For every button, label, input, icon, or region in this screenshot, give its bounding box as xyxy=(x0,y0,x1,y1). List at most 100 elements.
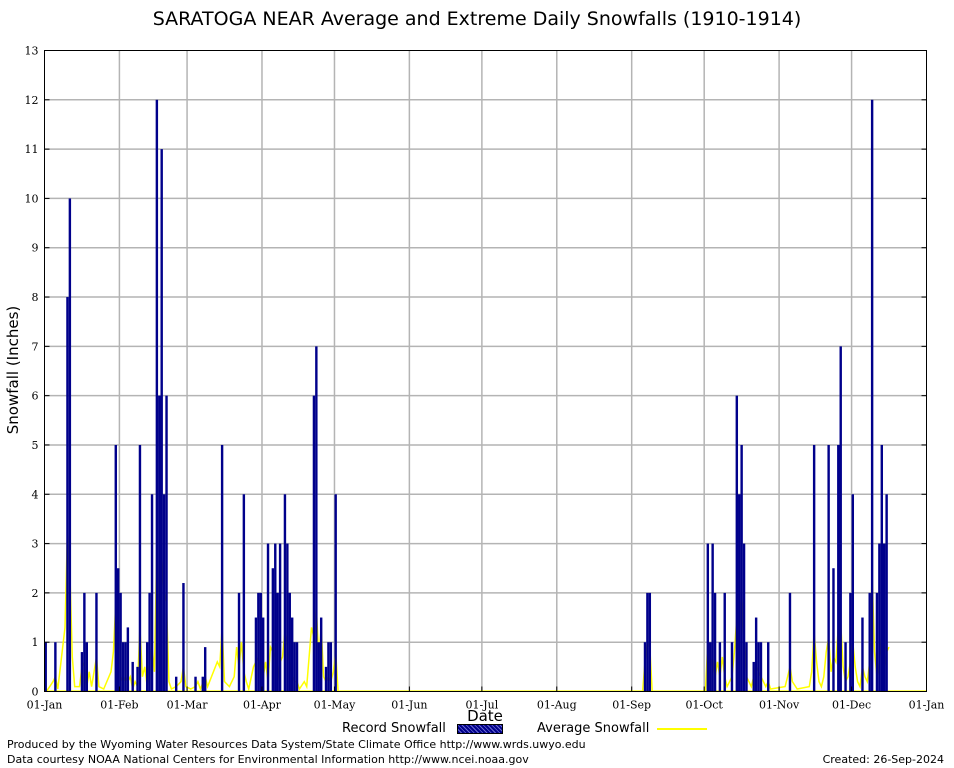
record-bar xyxy=(334,494,337,692)
x-tick-label: 01-Jan xyxy=(909,699,945,712)
record-bar xyxy=(254,617,258,692)
record-bar xyxy=(757,642,760,692)
record-bar xyxy=(643,642,647,692)
record-bar xyxy=(283,494,287,692)
record-bar xyxy=(752,661,755,692)
record-bar xyxy=(162,494,166,692)
record-bar xyxy=(883,543,886,692)
record-bar xyxy=(145,642,149,692)
x-tick-label: 01-Jan xyxy=(27,699,63,712)
x-tick-label: 01-Apr xyxy=(243,699,282,712)
record-bar xyxy=(709,642,712,692)
record-bar xyxy=(844,642,847,692)
record-bar xyxy=(174,676,178,692)
record-bar xyxy=(295,642,299,692)
record-bar xyxy=(738,494,741,692)
record-bars-layer xyxy=(44,99,888,692)
record-bar xyxy=(740,444,743,692)
record-bar xyxy=(119,592,122,692)
record-bar xyxy=(317,642,320,692)
record-bar xyxy=(155,99,159,692)
record-bar xyxy=(706,543,710,692)
y-tick-label: 4 xyxy=(32,488,39,501)
record-bar xyxy=(713,592,717,692)
record-bar xyxy=(203,647,207,692)
record-bar xyxy=(839,346,842,692)
y-tick-label: 13 xyxy=(25,45,39,58)
record-bar xyxy=(312,395,316,692)
record-bar xyxy=(868,592,871,692)
y-tick-label: 10 xyxy=(25,192,39,205)
record-bar xyxy=(66,297,69,692)
y-tick-label: 7 xyxy=(32,340,39,353)
y-tick-label: 5 xyxy=(32,439,39,452)
record-bar xyxy=(194,676,197,692)
y-tick-label: 12 xyxy=(25,94,39,107)
x-axis-label: Date xyxy=(467,707,503,725)
record-bar xyxy=(718,642,722,692)
record-bar xyxy=(158,395,161,692)
record-bar xyxy=(293,642,296,692)
record-bar xyxy=(165,395,168,692)
record-bar xyxy=(646,592,649,692)
record-bar xyxy=(759,642,763,692)
y-tick-label: 11 xyxy=(25,143,39,156)
record-bar xyxy=(315,346,318,692)
footer-produced-by: Produced by the Wyoming Water Resources … xyxy=(7,738,586,751)
y-tick-label: 1 xyxy=(32,636,39,649)
x-tick-label: 01-Jul xyxy=(466,699,499,712)
record-bar xyxy=(329,642,333,692)
record-bar xyxy=(131,661,134,692)
x-tick-label: 01-Sep xyxy=(612,699,651,712)
record-bar xyxy=(851,494,855,692)
record-bar xyxy=(730,642,734,692)
x-tick-label: 01-Dec xyxy=(832,699,871,712)
plot-frame xyxy=(44,50,927,692)
record-bar xyxy=(788,592,792,692)
record-bar xyxy=(276,592,279,692)
record-bar xyxy=(124,642,127,692)
record-bar xyxy=(138,444,142,692)
record-bar xyxy=(878,543,881,692)
record-bar xyxy=(150,494,154,692)
record-bar xyxy=(136,666,139,692)
legend-record-swatch xyxy=(457,724,503,734)
record-bar xyxy=(849,592,852,692)
x-tick-label: 01-Oct xyxy=(686,699,724,712)
x-tick-label: 01-Feb xyxy=(100,699,138,712)
y-axis-label: Snowfall (Inches) xyxy=(4,306,22,434)
record-bar xyxy=(711,543,714,692)
record-bar xyxy=(327,642,330,692)
record-bar xyxy=(80,652,84,692)
chart-title: SARATOGA NEAR Average and Extreme Daily … xyxy=(152,8,802,30)
record-bar xyxy=(742,543,746,692)
y-tick-label: 3 xyxy=(32,538,39,551)
record-bar xyxy=(870,99,874,692)
record-bar xyxy=(767,642,770,692)
legend: Record Snowfall Average Snowfall xyxy=(0,721,954,737)
record-bar xyxy=(182,583,185,692)
y-tick-label: 2 xyxy=(32,587,39,600)
y-tick-label: 0 xyxy=(32,686,39,699)
record-bar xyxy=(257,592,260,692)
record-bar xyxy=(288,592,291,692)
record-bar xyxy=(44,642,47,692)
record-bar xyxy=(271,568,275,692)
record-bar xyxy=(95,592,98,692)
record-bar xyxy=(220,444,224,692)
record-bar xyxy=(648,592,652,692)
x-tick-label: 01-Nov xyxy=(759,699,800,712)
legend-average-label: Average Snowfall xyxy=(537,721,650,736)
record-bar xyxy=(242,494,246,692)
legend-average-swatch xyxy=(657,728,707,730)
record-bar xyxy=(875,592,879,692)
record-bar xyxy=(83,592,86,692)
record-bar xyxy=(861,617,864,692)
record-bar xyxy=(735,395,739,692)
record-bar xyxy=(114,444,117,692)
x-tick-label: 01-Jun xyxy=(391,699,427,712)
record-bar xyxy=(885,494,888,692)
record-bar xyxy=(237,592,241,692)
